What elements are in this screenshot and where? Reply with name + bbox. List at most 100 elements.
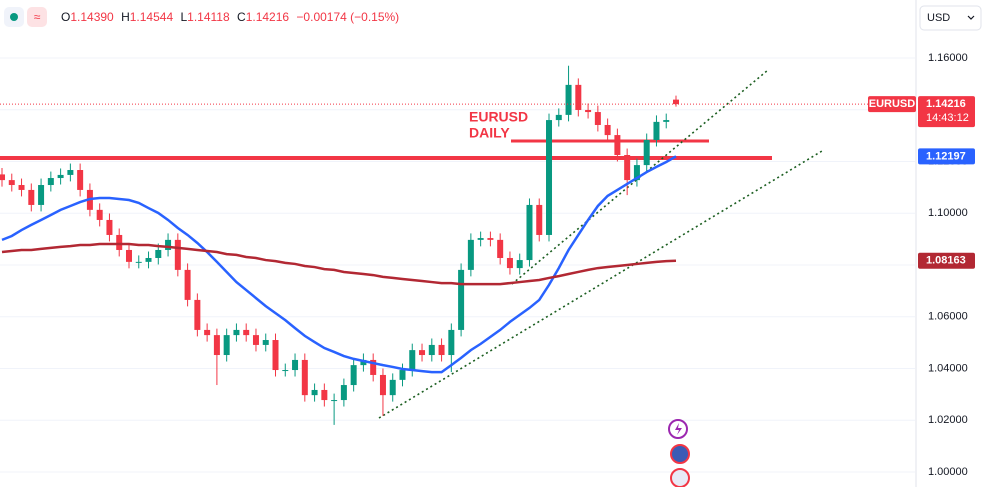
candle-body <box>174 239 181 270</box>
candle-body <box>67 170 74 175</box>
candle-body <box>526 204 533 261</box>
candle-body <box>165 239 172 250</box>
candle-body <box>106 219 113 235</box>
symbol-tag <box>868 96 916 113</box>
candle-body <box>643 139 650 166</box>
candle-body <box>116 234 123 250</box>
candle-body <box>633 165 640 181</box>
candle-body <box>487 238 494 240</box>
status-dot <box>10 13 18 21</box>
ma-tag-text: 1.12197 <box>926 150 966 162</box>
candle-body <box>448 329 455 356</box>
candle-body <box>379 374 386 396</box>
candle-body <box>47 178 54 186</box>
candle-body <box>125 249 132 262</box>
axis-labels: 1.000001.020001.040001.060001.080001.100… <box>868 52 975 478</box>
symbol-tag-text: EURUSD <box>869 98 916 110</box>
candle-body <box>497 239 504 258</box>
y-tick-label: 1.16000 <box>928 52 968 64</box>
candle-body <box>8 180 15 186</box>
ma-tag <box>918 148 975 165</box>
candle-body <box>370 359 377 375</box>
ohlc-header: O1.14390 H1.14544 L1.14118 C1.14216 −0.0… <box>61 10 399 24</box>
candle-body <box>663 120 670 122</box>
countdown: 14:43:12 <box>926 112 969 124</box>
c-value: 1.14216 <box>246 10 290 24</box>
candle-body <box>262 340 269 345</box>
candle-body <box>409 350 416 371</box>
candle-body <box>516 260 523 269</box>
candle-body <box>428 344 435 356</box>
change: −0.00174 (−0.15%) <box>296 10 399 24</box>
y-tick-label: 1.02000 <box>928 414 968 426</box>
candle-body <box>243 329 250 336</box>
candle-body <box>57 174 64 179</box>
candle-body <box>555 114 562 121</box>
candle-body <box>575 84 582 110</box>
candle-body <box>155 249 162 258</box>
last-price-tag <box>918 96 975 128</box>
candle-body <box>223 335 230 356</box>
annotation: EURUSD <box>469 109 528 125</box>
candle-body <box>252 335 259 345</box>
price-axis <box>916 0 987 487</box>
drawings: EURUSD DAILY <box>0 69 823 419</box>
y-tick-label: 1.10000 <box>928 207 968 219</box>
candle-body <box>340 385 347 401</box>
candle-body <box>585 109 592 113</box>
candle-body <box>272 340 279 371</box>
icon-glyph <box>675 423 682 435</box>
candle-body <box>536 204 543 235</box>
compare-button[interactable] <box>27 7 47 27</box>
candle-body <box>18 185 25 190</box>
l-value: 1.14118 <box>187 10 230 24</box>
trendline <box>378 150 823 419</box>
candle-body <box>673 99 679 105</box>
candle-body <box>96 209 103 220</box>
candle-body <box>653 121 660 140</box>
candle-body <box>292 359 299 371</box>
moving-average <box>1 242 677 286</box>
ma-tag-text: 1.08163 <box>926 255 966 267</box>
h-label: H <box>121 10 130 24</box>
candle-body <box>311 389 318 396</box>
event-icon[interactable] <box>670 468 690 487</box>
plot <box>0 65 915 425</box>
candle-body <box>565 84 572 115</box>
candle-body <box>624 155 631 181</box>
candle-body <box>604 124 611 136</box>
chevron <box>967 15 975 20</box>
candle-body <box>546 120 553 235</box>
candle-body <box>389 379 396 396</box>
candle-body <box>213 335 220 356</box>
event-icon[interactable] <box>670 444 690 464</box>
o-value: 1.14390 <box>70 10 114 24</box>
candle-body <box>438 344 445 356</box>
annotation: DAILY <box>469 125 510 141</box>
candle-body <box>204 329 211 336</box>
candle-body <box>321 389 328 401</box>
l-label: L <box>180 10 187 24</box>
y-tick-label: 1.00000 <box>928 466 968 478</box>
candle-body <box>38 185 45 205</box>
candle-body <box>233 329 240 336</box>
currency: USD <box>927 12 950 24</box>
last-price-text: 1.14216 <box>926 98 966 110</box>
currency-button[interactable] <box>919 5 982 31</box>
candle-body <box>184 269 191 300</box>
event-icons <box>668 419 690 487</box>
candle-body <box>331 400 338 402</box>
candle-body <box>614 135 621 156</box>
candle-body <box>145 257 152 262</box>
compare-icon: ≈ <box>34 10 41 24</box>
y-tick-label: 1.06000 <box>928 311 968 323</box>
ma-tag <box>918 252 975 269</box>
moving-average <box>1 155 677 374</box>
candle-body <box>360 359 367 366</box>
candle-body <box>477 238 484 240</box>
h-value: 1.14544 <box>130 10 174 24</box>
candle-body <box>467 239 474 270</box>
c-label: C <box>237 10 246 24</box>
